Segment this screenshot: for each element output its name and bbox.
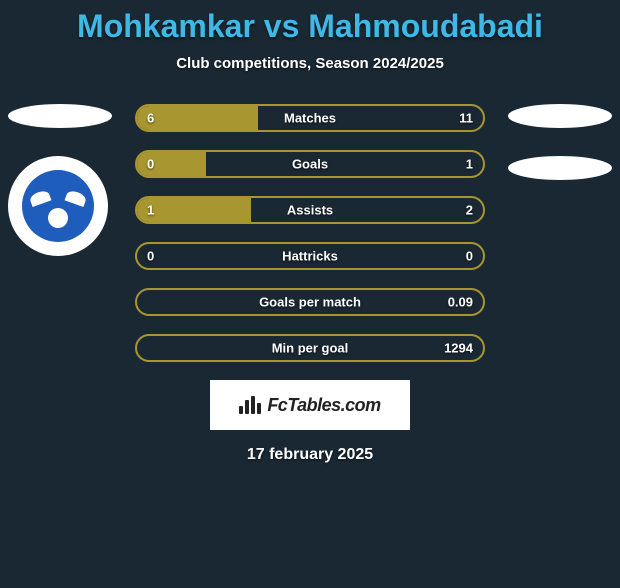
stat-right-value: 0 [466,249,473,264]
stat-label: Min per goal [272,341,349,356]
comparison-chart: 6Matches110Goals11Assists20Hattricks0Goa… [0,104,620,362]
stat-bars: 6Matches110Goals11Assists20Hattricks0Goa… [135,104,485,362]
stat-right-value: 1 [466,157,473,172]
stat-row: 0 Goals 1 [135,150,485,178]
source-logo: FcTables.com [210,380,410,430]
stat-left-value: 0 [147,249,154,264]
bar-chart-icon [239,396,261,414]
page-subtitle: Club competitions, Season 2024/2025 [0,55,620,72]
stat-row: 1 Assists 2 [135,196,485,224]
date-label: 17 february 2025 [0,446,620,464]
stat-label: Hattricks [282,249,338,264]
source-logo-text: FcTables.com [267,395,380,416]
stat-label: Goals [292,157,328,172]
left-club-crest [8,156,108,256]
stat-right-value: 11 [459,111,473,126]
stat-left-value: 1 [147,203,154,218]
stat-row: Goals per match 0.09 [135,288,485,316]
right-flag-placeholder [508,104,612,128]
right-player-badges [508,104,612,208]
left-player-badges [8,104,112,256]
right-club-placeholder [508,156,612,180]
stat-left-value: 6 [147,111,154,126]
stat-right-value: 0.09 [448,295,473,310]
stat-right-value: 1294 [444,341,473,356]
stat-left-value: 0 [147,157,154,172]
stat-label: Matches [284,111,336,126]
stat-left-fill [137,106,258,130]
stat-label: Assists [287,203,333,218]
page-title: Mohkamkar vs Mahmoudabadi [0,8,620,45]
stat-label: Goals per match [259,295,361,310]
stat-row: 6 Matches 11 [135,104,485,132]
stat-row: 0 Hattricks 0 [135,242,485,270]
stat-right-value: 2 [466,203,473,218]
left-flag-placeholder [8,104,112,128]
stat-row: Min per goal 1294 [135,334,485,362]
